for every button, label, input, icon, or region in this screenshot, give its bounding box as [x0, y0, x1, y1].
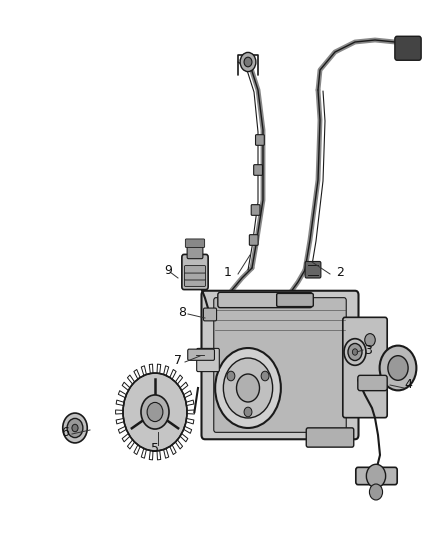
- Text: 9: 9: [164, 263, 172, 277]
- Circle shape: [123, 373, 187, 451]
- FancyBboxPatch shape: [184, 265, 205, 273]
- Circle shape: [141, 395, 169, 429]
- Circle shape: [147, 402, 163, 422]
- Text: 3: 3: [364, 343, 372, 357]
- FancyBboxPatch shape: [218, 292, 312, 308]
- FancyBboxPatch shape: [203, 308, 216, 321]
- Circle shape: [215, 348, 281, 428]
- Circle shape: [237, 374, 259, 402]
- FancyBboxPatch shape: [254, 165, 262, 175]
- Text: 4: 4: [404, 378, 412, 392]
- Circle shape: [240, 52, 256, 71]
- FancyBboxPatch shape: [356, 467, 397, 484]
- Circle shape: [366, 464, 385, 488]
- FancyBboxPatch shape: [395, 36, 421, 60]
- FancyBboxPatch shape: [201, 290, 359, 439]
- Text: 8: 8: [178, 305, 186, 319]
- Circle shape: [365, 334, 375, 346]
- FancyBboxPatch shape: [277, 293, 313, 306]
- Circle shape: [244, 407, 252, 417]
- FancyBboxPatch shape: [214, 297, 346, 432]
- FancyBboxPatch shape: [255, 135, 264, 146]
- FancyBboxPatch shape: [197, 349, 219, 372]
- Circle shape: [261, 371, 269, 381]
- Circle shape: [380, 345, 417, 390]
- FancyBboxPatch shape: [251, 205, 260, 215]
- Text: 2: 2: [336, 265, 344, 279]
- Circle shape: [227, 371, 235, 381]
- Circle shape: [353, 349, 358, 355]
- FancyBboxPatch shape: [184, 272, 205, 280]
- Text: 5: 5: [151, 441, 159, 455]
- FancyBboxPatch shape: [305, 262, 321, 278]
- Text: 6: 6: [61, 425, 69, 439]
- FancyBboxPatch shape: [182, 254, 208, 289]
- Circle shape: [344, 338, 366, 365]
- FancyBboxPatch shape: [187, 244, 203, 259]
- FancyBboxPatch shape: [249, 235, 258, 245]
- FancyBboxPatch shape: [188, 349, 215, 360]
- Text: 7: 7: [174, 353, 182, 367]
- Circle shape: [244, 57, 252, 67]
- Circle shape: [369, 484, 382, 500]
- FancyBboxPatch shape: [343, 317, 387, 418]
- FancyBboxPatch shape: [358, 375, 387, 391]
- Circle shape: [72, 424, 78, 432]
- FancyBboxPatch shape: [184, 279, 205, 286]
- Circle shape: [388, 356, 408, 381]
- Circle shape: [223, 358, 272, 418]
- Text: 1: 1: [224, 265, 232, 279]
- FancyBboxPatch shape: [306, 428, 354, 447]
- Circle shape: [63, 413, 87, 443]
- FancyBboxPatch shape: [185, 239, 205, 247]
- Circle shape: [348, 343, 362, 360]
- Circle shape: [67, 418, 83, 438]
